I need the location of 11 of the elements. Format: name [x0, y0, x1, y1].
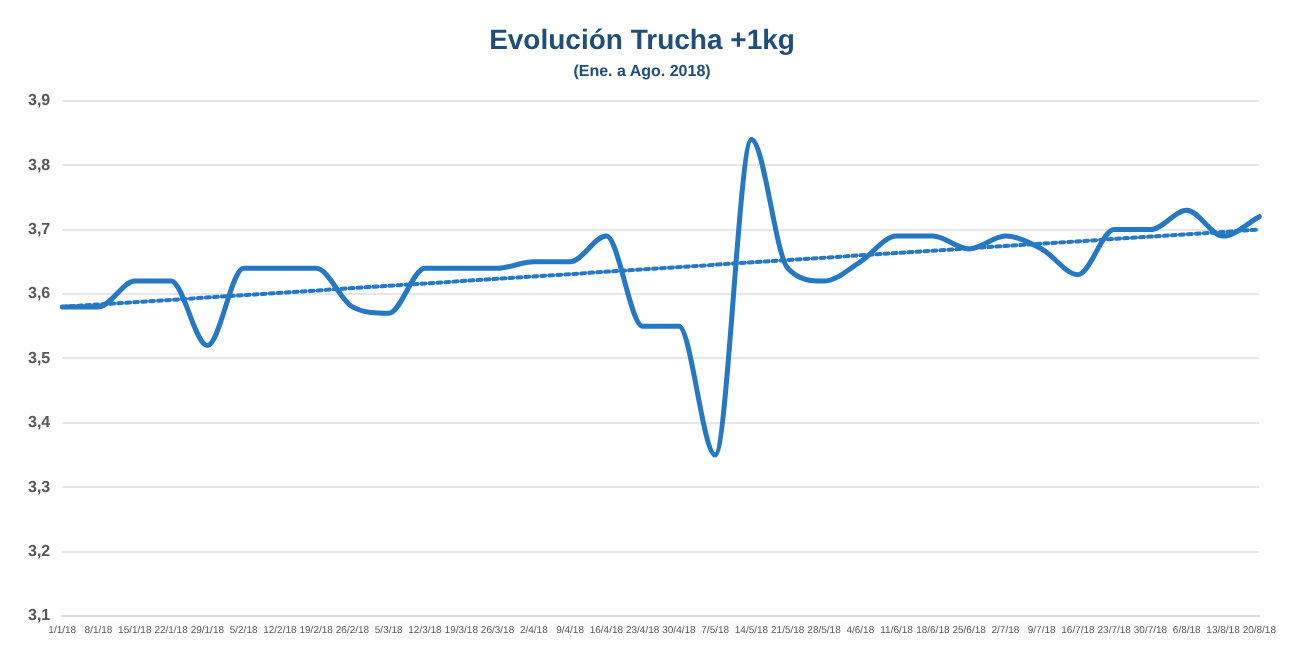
y-tick-label: 3,1 [27, 606, 52, 625]
y-tick-label: 3,7 [27, 220, 52, 239]
y-tick-label: 3,5 [27, 348, 52, 367]
y-tick-label: 3,8 [27, 155, 52, 174]
y-tick-label: 3,4 [27, 413, 52, 432]
y-tick-label: 3,2 [27, 542, 52, 561]
chart-title: Evolución Trucha +1kg [489, 22, 795, 55]
y-tick-label: 3,6 [27, 284, 52, 303]
y-tick-label: 3,9 [27, 91, 52, 110]
chart-subtitle: (Ene. a Ago. 2018) [573, 61, 712, 80]
y-tick-label: 3,3 [27, 477, 52, 496]
